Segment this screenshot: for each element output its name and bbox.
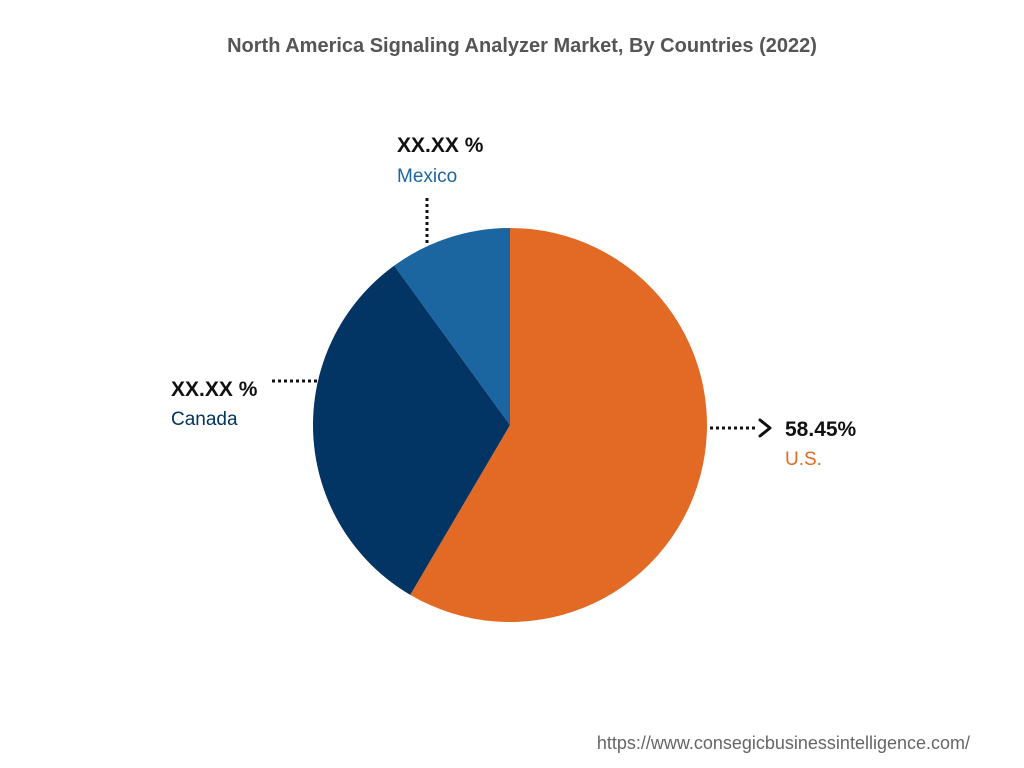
data-label-us-name: U.S. [785, 449, 822, 470]
data-label-canada-name: Canada [171, 409, 238, 430]
pie-slices [313, 228, 708, 623]
data-label-mexico-value: XX.XX % [397, 134, 484, 157]
pie-slice-mexico [394, 228, 510, 425]
chart-title: North America Signaling Analyzer Market,… [227, 35, 817, 57]
pie-slice-u-s [410, 228, 708, 623]
data-label-canada-value: XX.XX % [171, 378, 258, 401]
arrow-right-icon [758, 418, 772, 438]
data-label-us-value: 58.45% [785, 418, 857, 441]
data-label-mexico-name: Mexico [397, 166, 457, 187]
source-url: https://www.consegicbusinessintelligence… [597, 733, 970, 753]
pie-slice-canada [313, 265, 510, 595]
